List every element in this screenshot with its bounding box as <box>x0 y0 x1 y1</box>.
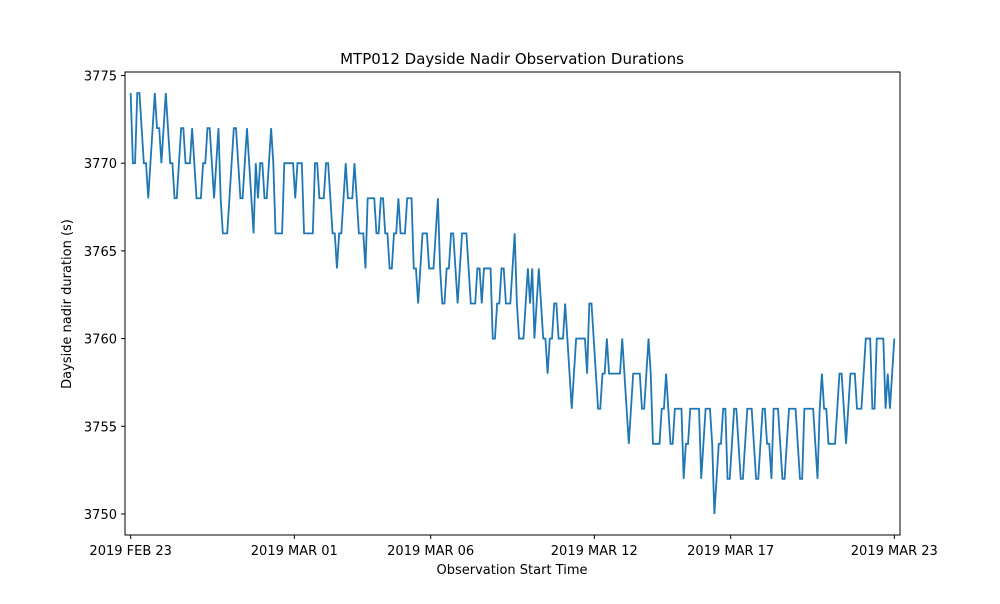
x-tick-label: 2019 MAR 17 <box>687 544 774 559</box>
x-tick-label: 2019 MAR 23 <box>851 544 938 559</box>
y-tick-label: 3770 <box>84 157 117 172</box>
y-tick-label: 3750 <box>84 508 117 523</box>
x-tick-label: 2019 MAR 12 <box>551 544 638 559</box>
y-axis-label: Dayside nadir duration (s) <box>60 219 75 389</box>
x-tick-label: 2019 MAR 01 <box>251 544 338 559</box>
plot-frame <box>124 71 901 536</box>
x-axis-label: Observation Start Time <box>437 563 588 578</box>
y-tick-label: 3755 <box>84 420 117 435</box>
x-tick-label: 2019 MAR 06 <box>387 544 474 559</box>
chart-title: MTP012 Dayside Nadir Observation Duratio… <box>340 50 684 68</box>
series-line <box>129 92 896 515</box>
y-tick-label: 3765 <box>84 245 117 260</box>
y-tick-label: 3760 <box>84 333 117 348</box>
x-tick-label: 2019 FEB 23 <box>89 544 172 559</box>
y-tick-label: 3775 <box>84 70 117 85</box>
